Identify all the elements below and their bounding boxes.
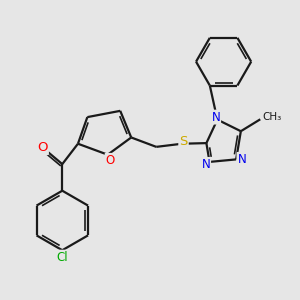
Text: N: N [201, 158, 210, 171]
Text: S: S [179, 135, 188, 148]
Text: Cl: Cl [56, 250, 68, 264]
Text: N: N [212, 111, 220, 124]
Text: O: O [38, 141, 48, 154]
Text: O: O [106, 154, 115, 167]
Text: N: N [237, 153, 246, 166]
Text: CH₃: CH₃ [263, 112, 282, 122]
